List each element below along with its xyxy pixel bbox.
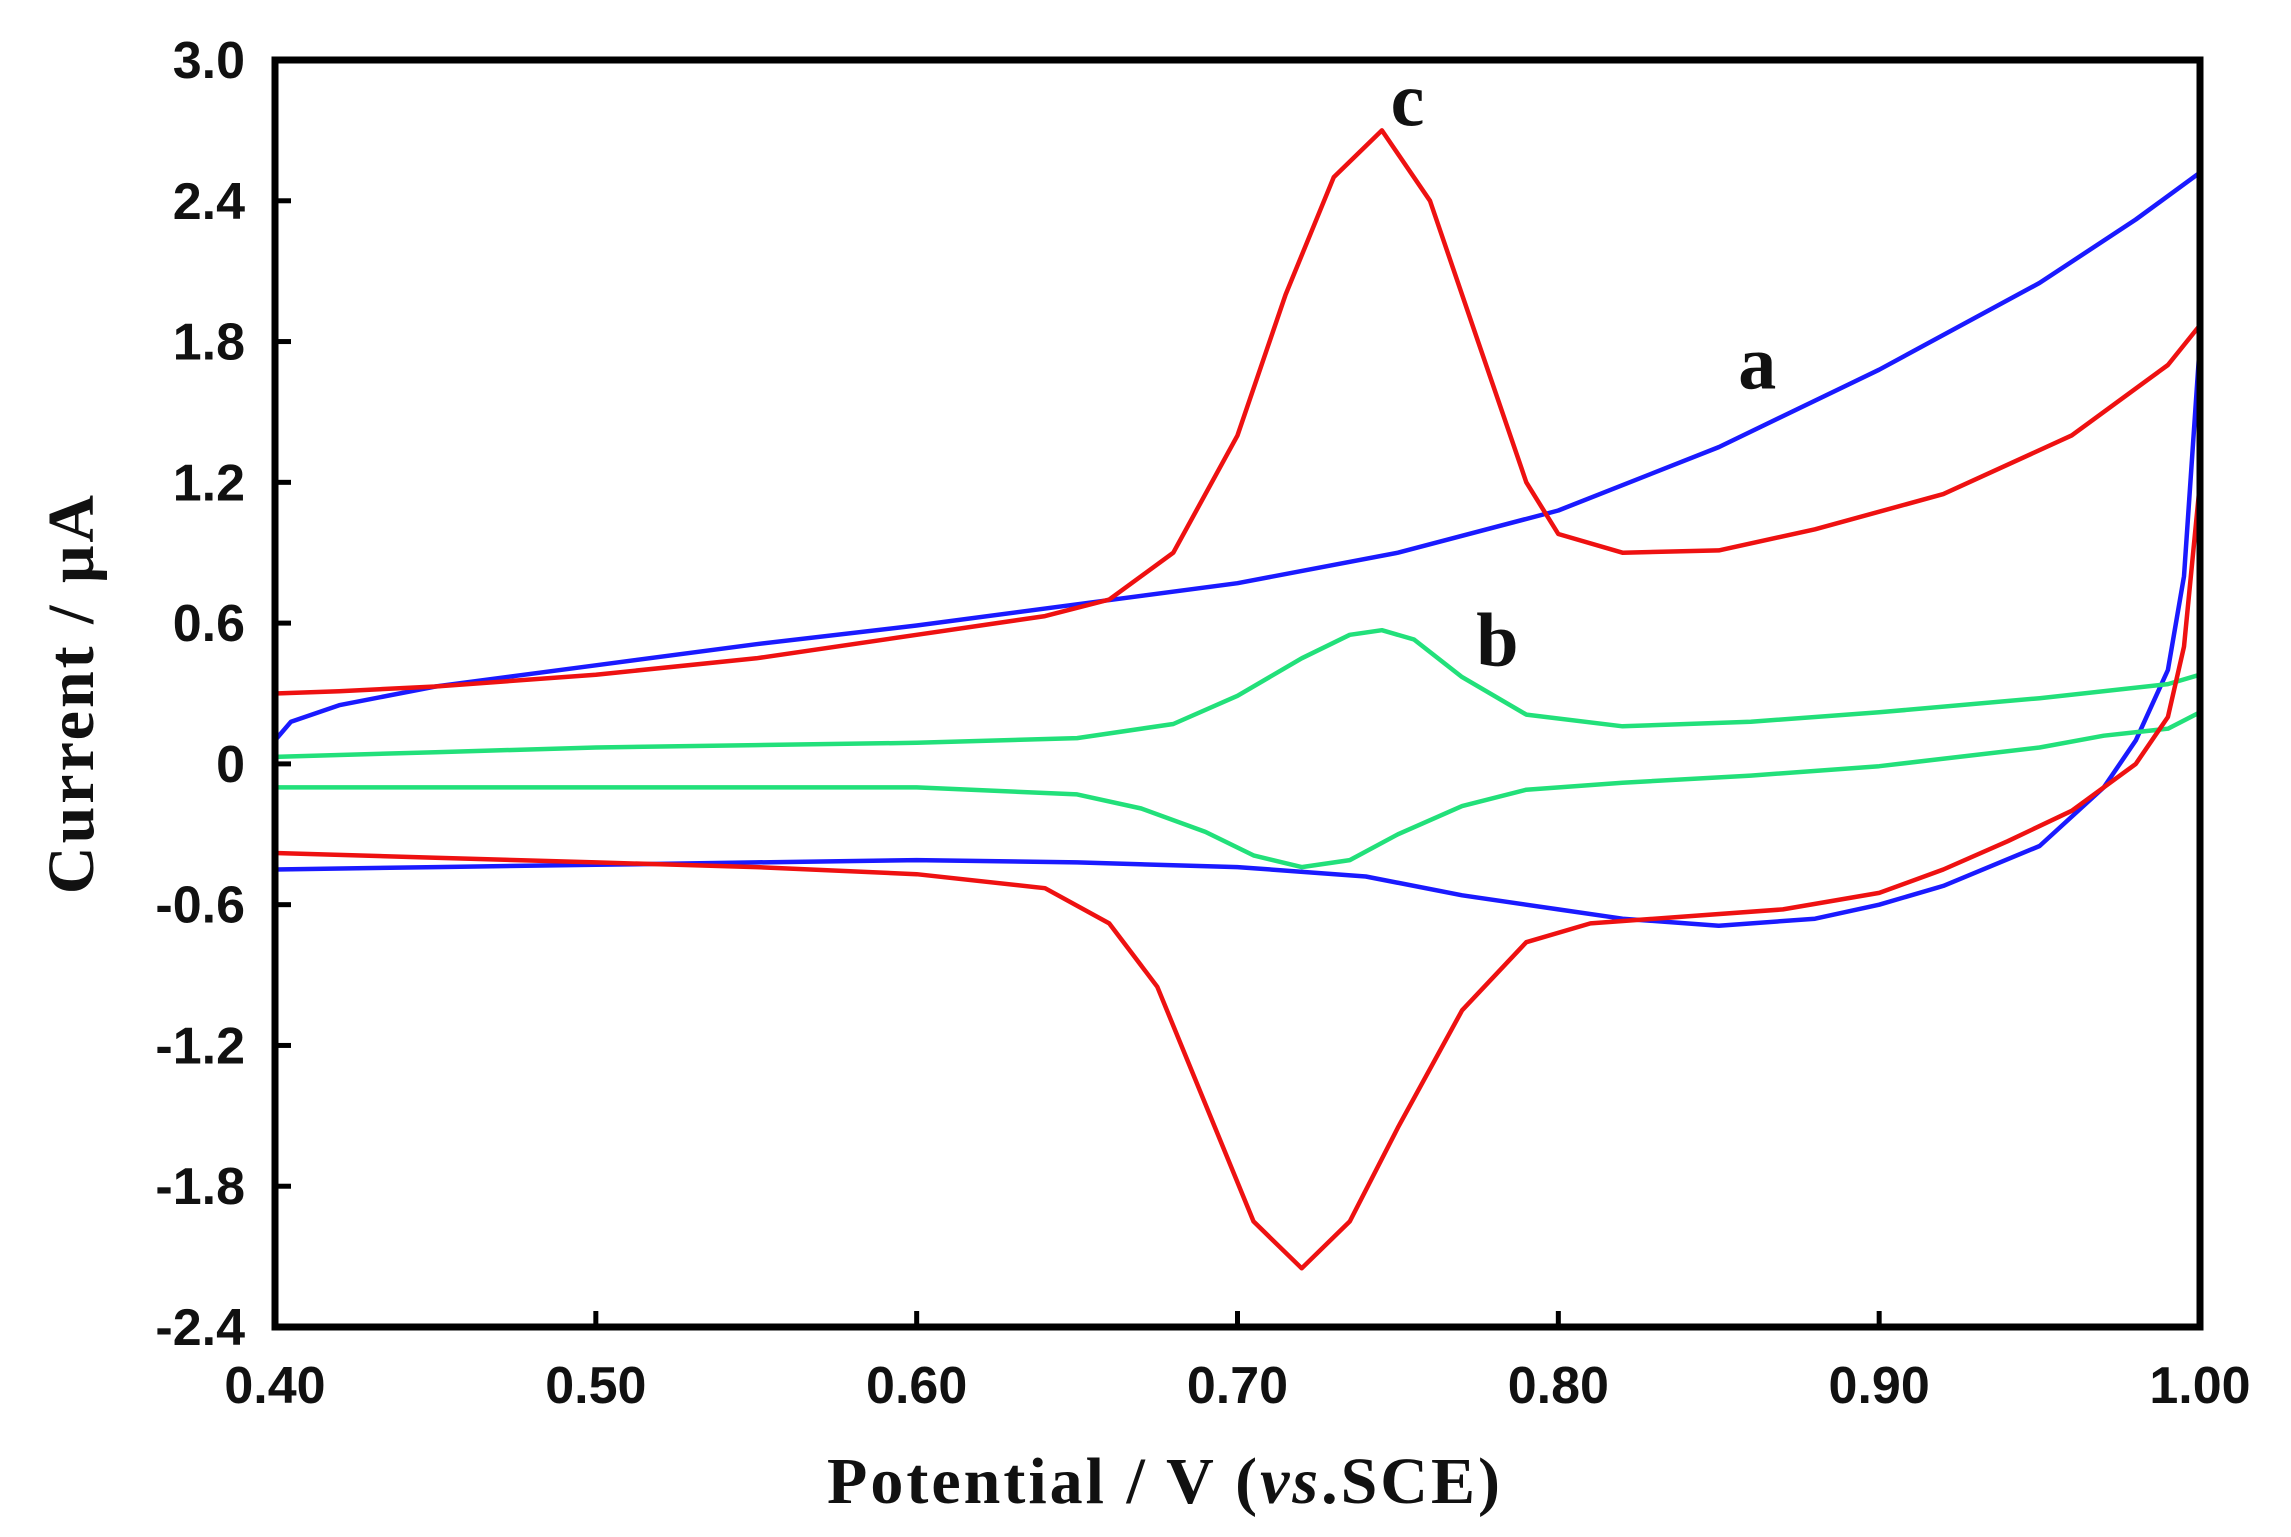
curve-label-c: c <box>1391 59 1425 143</box>
y-tick-label: 0.6 <box>173 595 245 653</box>
x-tick-label: 0.60 <box>866 1357 967 1415</box>
y-tick-label: -1.2 <box>155 1017 245 1075</box>
x-tick-label: 0.50 <box>545 1357 646 1415</box>
x-tick-label: 0.70 <box>1187 1357 1288 1415</box>
x-tick-label: 1.00 <box>2149 1357 2250 1415</box>
plot-frame <box>271 56 2204 1331</box>
y-tick-label: 1.2 <box>173 454 245 512</box>
voltammogram-curves <box>272 128 2203 1271</box>
y-axis-title: Current / μA <box>35 492 108 894</box>
y-tick-label: 3.0 <box>173 32 245 90</box>
y-tick-label: -0.6 <box>155 877 245 935</box>
y-tick-label: 0 <box>216 736 245 794</box>
y-tick-label: 1.8 <box>173 314 245 372</box>
curve-label-a: a <box>1738 321 1776 405</box>
x-axis-title: Potential / V (vs.SCE) <box>827 1445 1503 1518</box>
curve-labels: a b c <box>1391 59 1777 683</box>
x-tick-labels: 0.40 0.50 0.60 0.70 0.80 0.90 1.00 <box>224 1357 2250 1415</box>
x-tick-label: 0.80 <box>1508 1357 1609 1415</box>
curve-b <box>272 627 2203 870</box>
y-tick-label: 2.4 <box>173 173 245 231</box>
curve-c <box>272 128 2203 1271</box>
y-tick-label: -1.8 <box>155 1158 245 1216</box>
y-tick-label: -2.4 <box>155 1299 245 1357</box>
x-tick-label: 0.90 <box>1829 1357 1930 1415</box>
curve-label-b: b <box>1476 598 1518 682</box>
y-tick-labels: -2.4 -1.8 -1.2 -0.6 0 0.6 1.2 1.8 2.4 3.0 <box>155 32 245 1357</box>
curve-a <box>272 170 2203 929</box>
x-tick-label: 0.40 <box>224 1357 325 1415</box>
